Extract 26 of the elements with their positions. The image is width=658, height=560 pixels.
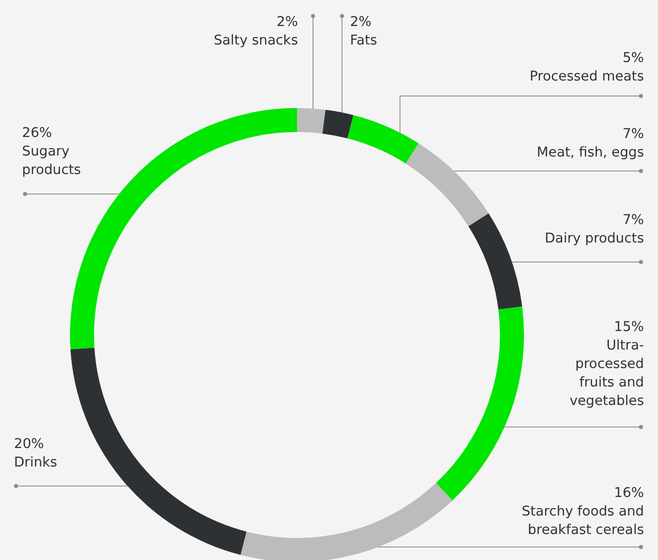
data-label: 7% bbox=[622, 212, 644, 228]
data-label: 20% bbox=[14, 436, 44, 452]
donut-slice bbox=[70, 348, 247, 555]
slice-label: Sugary products bbox=[22, 144, 81, 178]
data-label: 26% bbox=[22, 125, 52, 141]
data-label: 2% bbox=[350, 14, 372, 30]
data-label: 7% bbox=[622, 126, 644, 142]
slice-label: Processed meats bbox=[530, 68, 644, 84]
slice-label: Dairy products bbox=[544, 230, 644, 246]
slice-label: Meat, fish, eggs bbox=[536, 144, 644, 160]
slice-label: Ultra-processed fruits and vegetables bbox=[570, 338, 644, 409]
slice-label: Starchy foods and breakfast cereals bbox=[522, 504, 644, 538]
donut-slice bbox=[468, 213, 522, 310]
donut-slice bbox=[240, 482, 452, 560]
donut-slice bbox=[297, 108, 326, 134]
donut-slice bbox=[436, 306, 524, 500]
slice-label: Salty snacks bbox=[214, 32, 298, 48]
slice-label: Drinks bbox=[14, 454, 58, 470]
data-label: 2% bbox=[276, 14, 298, 30]
donut-slice bbox=[322, 110, 354, 138]
data-label: 16% bbox=[614, 485, 644, 501]
donut-slice bbox=[347, 115, 419, 164]
data-label: 15% bbox=[614, 319, 644, 335]
slice-label: Fats bbox=[350, 32, 378, 48]
donut-slice bbox=[406, 143, 489, 226]
data-label: 5% bbox=[622, 50, 644, 66]
